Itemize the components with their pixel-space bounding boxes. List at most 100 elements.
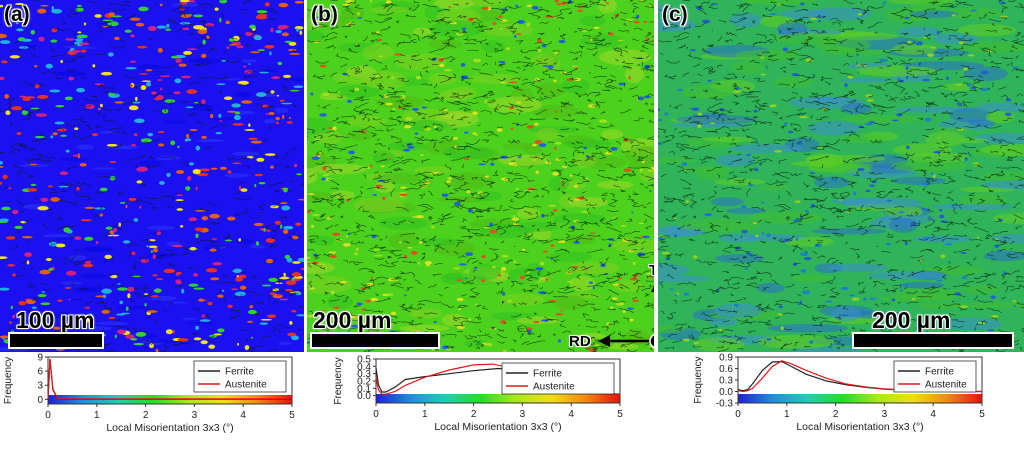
grain-spot — [467, 209, 474, 213]
grain-spot — [106, 143, 118, 147]
grain-spot — [127, 293, 131, 299]
grain-spot — [741, 229, 749, 234]
grain-spot — [249, 304, 254, 309]
grain-spot — [577, 9, 584, 13]
grain-spot — [291, 309, 297, 313]
grain-spot — [118, 222, 121, 227]
grain-spot — [60, 134, 67, 137]
grain-spot — [693, 341, 700, 345]
grain-spot — [562, 165, 568, 168]
grain-patch — [307, 29, 326, 43]
grain-patch — [42, 234, 77, 238]
grain-spot — [68, 76, 74, 81]
grain-patch — [368, 6, 412, 13]
grain-spot — [489, 222, 493, 227]
grain-spot — [37, 8, 47, 14]
grain-patch — [598, 49, 651, 66]
grain-spot — [180, 75, 192, 79]
grain-spot — [532, 158, 537, 161]
grain-spot — [135, 331, 147, 337]
grain-patch — [77, 326, 113, 331]
grain-spot — [256, 13, 269, 17]
grain-spot — [79, 162, 87, 167]
grain-spot — [40, 197, 49, 202]
grain-patch — [139, 160, 161, 166]
grain-spot — [55, 243, 66, 248]
grain-spot — [961, 276, 967, 280]
grain-spot — [77, 31, 82, 34]
x-tick-label: 0 — [373, 409, 379, 420]
grain-spot — [791, 73, 800, 77]
y-axis-label: Frequency — [3, 357, 14, 404]
grain-spot — [250, 51, 260, 54]
grain-spot — [517, 19, 526, 24]
grain-spot — [940, 254, 946, 258]
grain-spot — [573, 184, 578, 188]
grain-spot — [53, 326, 61, 330]
grain-spot — [288, 41, 297, 46]
grain-spot — [322, 166, 327, 171]
grain-spot — [448, 6, 452, 8]
grain-spot — [374, 248, 379, 251]
grain-spot — [157, 79, 163, 81]
grain-patch — [658, 18, 697, 33]
grain-spot — [328, 251, 337, 254]
grain-spot — [65, 270, 77, 276]
grain-spot — [270, 205, 280, 209]
grain-spot — [553, 79, 557, 83]
grain-spot — [275, 116, 280, 121]
grain-spot — [778, 305, 783, 309]
grain-spot — [760, 201, 765, 204]
grain-spot — [642, 20, 648, 23]
grain-spot — [197, 29, 208, 35]
grain-spot — [0, 181, 3, 185]
grain-spot — [16, 28, 24, 32]
grain-spot — [282, 114, 285, 120]
grain-patch — [579, 15, 606, 27]
grain-spot — [472, 132, 477, 135]
grain-spot — [72, 154, 81, 157]
grain-spot — [52, 132, 58, 136]
grain-spot — [297, 257, 304, 262]
grain-spot — [65, 286, 72, 289]
grain-spot — [490, 162, 495, 166]
grain-spot — [505, 47, 511, 51]
grain-patch — [714, 178, 765, 186]
grain-spot — [480, 279, 486, 283]
misorientation-map-c — [658, 0, 1024, 352]
grain-spot — [542, 65, 549, 67]
grain-spot — [240, 188, 248, 192]
grain-spot — [825, 300, 833, 303]
grain-spot — [740, 204, 747, 209]
grain-spot — [793, 262, 797, 266]
grain-spot — [114, 101, 124, 104]
grain-patch — [67, 46, 98, 50]
legend-box — [893, 360, 977, 393]
grain-spot — [632, 299, 639, 303]
grain-spot — [415, 75, 422, 80]
grain-spot — [809, 340, 814, 344]
grain-spot — [331, 290, 335, 295]
grain-patch — [224, 78, 241, 81]
grain-patch — [913, 235, 973, 243]
grain-spot — [777, 313, 784, 316]
grain-patch — [956, 23, 1017, 37]
grain-spot — [689, 48, 696, 52]
grain-patch — [501, 142, 539, 150]
grain-spot — [227, 110, 237, 113]
grain-spot — [76, 186, 80, 191]
grain-spot — [746, 153, 751, 156]
grain-spot — [71, 49, 81, 53]
grain-patch — [658, 325, 686, 334]
grain-spot — [133, 342, 144, 346]
grain-spot — [922, 236, 931, 240]
grain-patch — [811, 228, 887, 235]
grain-patch — [831, 197, 888, 205]
grain-spot — [990, 295, 996, 299]
grain-patch — [882, 294, 957, 302]
x-tick-label: 2 — [143, 410, 149, 421]
grain-spot — [174, 78, 182, 84]
grain-spot — [484, 175, 490, 178]
grain-spot — [633, 20, 640, 24]
grain-spot — [733, 303, 740, 307]
